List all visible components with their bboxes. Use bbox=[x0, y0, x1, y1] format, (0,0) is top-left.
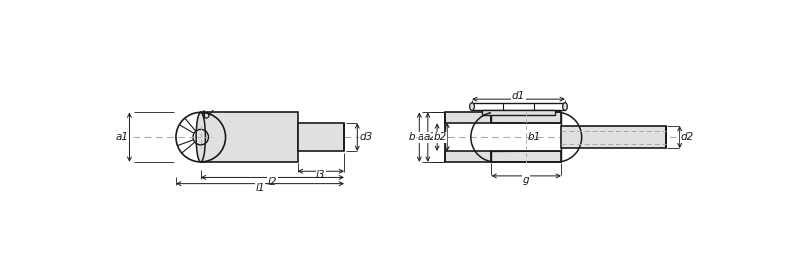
Text: a: a bbox=[418, 132, 424, 142]
Text: l2: l2 bbox=[268, 177, 277, 187]
Ellipse shape bbox=[196, 112, 206, 162]
Text: g: g bbox=[523, 175, 530, 185]
Polygon shape bbox=[491, 151, 561, 162]
Ellipse shape bbox=[562, 103, 567, 110]
Text: b: b bbox=[409, 132, 416, 142]
Text: d2: d2 bbox=[681, 132, 694, 142]
Polygon shape bbox=[482, 110, 555, 115]
Polygon shape bbox=[298, 123, 344, 151]
Text: d3: d3 bbox=[359, 132, 373, 142]
Polygon shape bbox=[561, 126, 666, 148]
Text: b2: b2 bbox=[434, 132, 447, 142]
Polygon shape bbox=[445, 112, 491, 123]
Polygon shape bbox=[491, 112, 561, 123]
Text: l3: l3 bbox=[316, 171, 326, 181]
Text: l1: l1 bbox=[255, 183, 265, 193]
Text: b1: b1 bbox=[527, 132, 541, 142]
Text: a1: a1 bbox=[115, 132, 128, 142]
Polygon shape bbox=[445, 151, 491, 162]
Text: a2: a2 bbox=[424, 132, 437, 142]
Polygon shape bbox=[201, 112, 298, 162]
Text: d1: d1 bbox=[512, 91, 525, 101]
Ellipse shape bbox=[470, 103, 474, 110]
